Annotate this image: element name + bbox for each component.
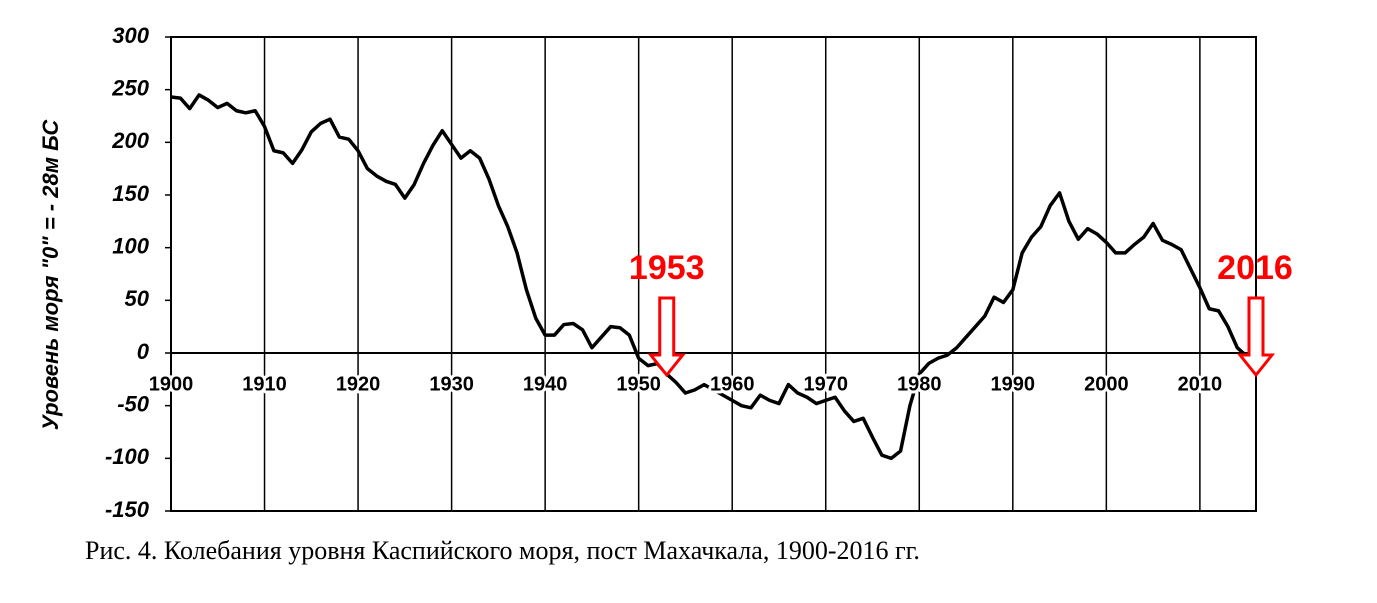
x-tick-label: 1960 (710, 373, 755, 395)
y-tick-label: 150 (112, 181, 149, 206)
x-tick-label: 1910 (242, 373, 287, 395)
x-tick-label: 1950 (616, 373, 661, 395)
y-axis-label: Уровень моря "0" = - 28м БС (38, 119, 63, 431)
x-tick-label: 1920 (336, 373, 381, 395)
x-tick-label: 1930 (429, 373, 474, 395)
y-tick-label: 250 (111, 75, 149, 100)
y-tick-label: 100 (112, 233, 149, 258)
x-tick-label: 1970 (803, 373, 848, 395)
y-tick-label: 300 (112, 23, 149, 48)
y-tick-label: -50 (117, 391, 150, 416)
annotation-arrow (1236, 296, 1276, 378)
y-tick-label: -150 (105, 497, 150, 522)
caption: Рис. 4. Колебания уровня Каспийского мор… (85, 536, 920, 565)
x-tick-label: 1900 (149, 373, 194, 395)
x-tick-label: 1980 (897, 373, 942, 395)
y-tick-label: 200 (111, 128, 149, 153)
annotation-arrow (647, 296, 686, 378)
y-tick-label: -100 (105, 444, 150, 469)
annotation-text: 2016 (1217, 249, 1293, 287)
annotation-text: 1953 (629, 249, 705, 287)
x-tick-label: 1940 (523, 373, 568, 395)
x-tick-label: 2000 (1084, 373, 1129, 395)
y-tick-label: 50 (125, 286, 150, 311)
plot-area (170, 36, 1257, 512)
x-tick-label: 1990 (991, 373, 1036, 395)
x-tick-label: 2010 (1178, 373, 1223, 395)
data-line (170, 93, 1248, 461)
y-tick-label: 0 (137, 339, 150, 364)
